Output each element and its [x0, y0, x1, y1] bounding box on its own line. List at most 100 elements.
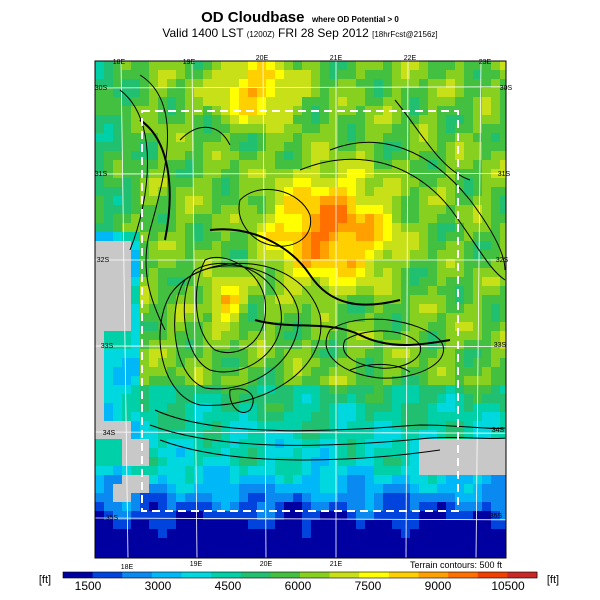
map-cell — [185, 277, 195, 287]
map-cell — [302, 385, 312, 395]
map-cell — [392, 79, 402, 89]
map-cell — [284, 385, 294, 395]
map-cell — [140, 349, 150, 359]
map-cell — [284, 205, 294, 215]
terrain-contour — [342, 330, 422, 369]
map-cell — [158, 394, 168, 404]
map-cell — [239, 457, 249, 467]
map-cell — [374, 88, 384, 98]
map-cell — [491, 439, 501, 449]
map-cell — [113, 97, 123, 107]
map-cell — [266, 196, 276, 206]
title-qualifier: where OD Potential > 0 — [311, 15, 399, 24]
map-cell — [248, 223, 258, 233]
map-cell — [491, 304, 501, 314]
map-cell — [419, 475, 429, 485]
map-cell — [338, 475, 348, 485]
map-cell — [446, 502, 456, 512]
map-cell — [194, 502, 204, 512]
map-cell — [428, 556, 438, 559]
map-cell — [122, 124, 132, 134]
map-cell — [104, 403, 114, 413]
map-cell — [320, 394, 330, 404]
map-cell — [266, 448, 276, 458]
map-cell — [473, 349, 483, 359]
map-cell — [257, 385, 267, 395]
map-cell — [158, 259, 168, 269]
map-cell — [428, 151, 438, 161]
map-cell — [284, 268, 294, 278]
map-cell — [167, 421, 177, 431]
map-cell — [257, 520, 267, 530]
map-cell — [284, 142, 294, 152]
map-cell — [311, 61, 321, 71]
map-cell — [491, 394, 501, 404]
map-cell — [320, 358, 330, 368]
map-cell — [320, 61, 330, 71]
lon-label-top: 21E — [330, 55, 343, 62]
map-cell — [95, 70, 105, 80]
map-cell — [293, 61, 303, 71]
map-cell — [149, 421, 159, 431]
map-cell — [203, 511, 213, 521]
map-cell — [113, 286, 123, 296]
map-cell — [401, 394, 411, 404]
map-cell — [374, 556, 384, 559]
map-cell — [419, 367, 429, 377]
map-cell — [158, 205, 168, 215]
map-cell — [239, 187, 249, 197]
map-cell — [221, 430, 231, 440]
map-cell — [311, 475, 321, 485]
map-cell — [221, 124, 231, 134]
map-cell — [95, 394, 105, 404]
map-cell — [293, 358, 303, 368]
map-cell — [365, 88, 375, 98]
map-cell — [212, 385, 222, 395]
map-cell — [428, 538, 438, 548]
map-cell — [302, 349, 312, 359]
map-cell — [356, 124, 366, 134]
map-cell — [185, 61, 195, 71]
map-cell — [455, 232, 465, 242]
map-cell — [437, 142, 447, 152]
colorbar-swatches — [63, 572, 538, 578]
map-cell — [311, 196, 321, 206]
map-cell — [176, 313, 186, 323]
map-cell — [275, 529, 285, 539]
map-cell — [266, 115, 276, 125]
map-cell — [464, 286, 474, 296]
map-cell — [140, 304, 150, 314]
map-cell — [374, 331, 384, 341]
map-cell — [266, 313, 276, 323]
domain-box — [141, 110, 459, 512]
map-cell — [257, 538, 267, 548]
map-cell — [293, 385, 303, 395]
map-cell — [374, 277, 384, 287]
map-cell — [365, 313, 375, 323]
map-cell — [392, 160, 402, 170]
map-cell — [266, 61, 276, 71]
map-cell — [455, 331, 465, 341]
map-cell — [320, 97, 330, 107]
map-cell — [230, 142, 240, 152]
map-cell — [374, 232, 384, 242]
map-cell — [347, 142, 357, 152]
colorbar-frame — [62, 571, 538, 579]
map-cell — [383, 142, 393, 152]
map-cell — [392, 277, 402, 287]
map-cell — [482, 187, 492, 197]
map-cell — [455, 142, 465, 152]
map-cell — [464, 223, 474, 233]
map-cell — [203, 196, 213, 206]
map-cell — [113, 376, 123, 386]
map-cell — [257, 268, 267, 278]
map-cell — [455, 241, 465, 251]
map-cell — [140, 331, 150, 341]
map-cell — [113, 475, 123, 485]
lon-label-top: 20E — [256, 55, 269, 62]
map-cell — [383, 376, 393, 386]
map-cell — [122, 88, 132, 98]
map-cell — [257, 115, 267, 125]
map-cell — [203, 205, 213, 215]
terrain-contour — [325, 318, 444, 379]
